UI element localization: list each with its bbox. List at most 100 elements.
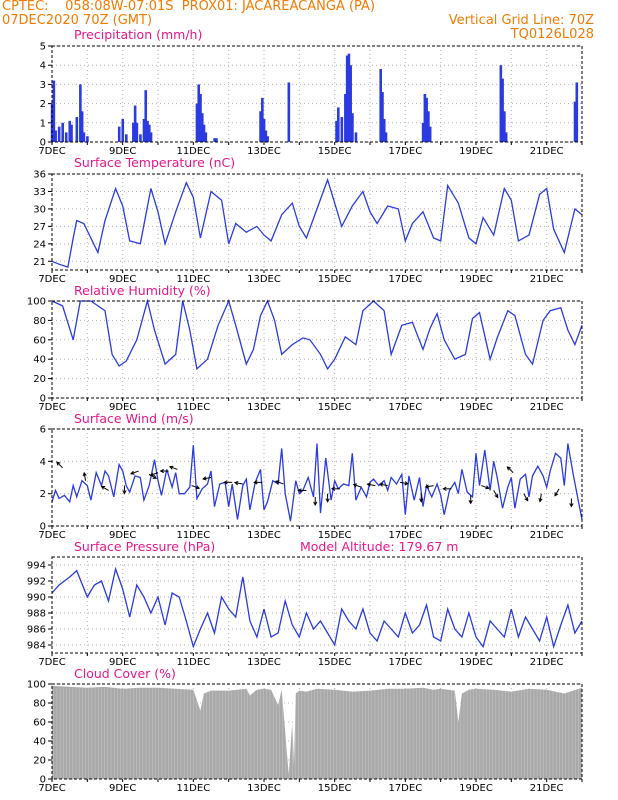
pressure-xtick-label: 13DEC (247, 657, 281, 668)
rh-title: Relative Humidity (%) (74, 283, 211, 298)
wind-arrow (367, 483, 376, 487)
temp-xtick-label: 7DEC (38, 274, 65, 285)
precip-bar (57, 126, 61, 142)
header-station: PROX01: JACAREACANGA (PA) (181, 0, 376, 14)
cloud-xtick-label: 7DEC (38, 783, 65, 794)
pressure-xtick-label: 11DEC (176, 657, 210, 668)
precip-ytick-label: 4 (40, 61, 46, 72)
precip-bar (146, 120, 149, 142)
precip-bar (64, 132, 68, 142)
temp-ytick-label: 30 (33, 204, 46, 215)
precip-bar (82, 132, 86, 142)
wind-arrow (203, 477, 212, 480)
precip-bar (287, 82, 291, 142)
pressure-xtick-label: 21DEC (530, 657, 564, 668)
wind-arrow-head (494, 493, 499, 499)
wind-arrow (507, 466, 514, 474)
precip-bar (125, 134, 128, 142)
temp-ytick-label: 27 (33, 222, 46, 233)
precip-bar (142, 118, 146, 142)
precip-bar (503, 111, 506, 142)
rh-ytick-label: 80 (33, 316, 46, 327)
precip-ytick-label: 1 (40, 118, 46, 129)
rh-xtick-label: 21DEC (530, 402, 564, 413)
rh-xtick-label: 17DEC (388, 402, 422, 413)
precip-bar (132, 122, 135, 142)
precip-bar (354, 132, 358, 142)
temp-xtick-label: 13DEC (247, 274, 281, 285)
precip-bar (133, 105, 137, 142)
header-code: TQ0126L028 (510, 27, 594, 42)
rh-frame (51, 300, 583, 399)
precip-bar (504, 132, 508, 142)
wind-arrow-head (352, 483, 358, 488)
pressure-series-line (51, 566, 583, 649)
precip-bar (575, 82, 579, 142)
rh-xtick-label: 19DEC (459, 402, 493, 413)
wind-arrow (130, 470, 139, 475)
precip-bar (382, 118, 386, 142)
temp-series-line (51, 177, 583, 268)
temp-title: Surface Temperature (nC) (74, 155, 236, 170)
wind-arrow-head (82, 471, 87, 477)
precip-bar (384, 132, 388, 142)
header-source: CPTEC: 058:08W-07:01S PROX01: JACAREACAN… (2, 0, 375, 14)
cloud-ytick-label: 60 (33, 718, 46, 729)
cloud-area (52, 685, 582, 779)
wind-xtick-label: 11DEC (176, 530, 210, 541)
precip-bar (70, 124, 73, 142)
cloud-xtick-label: 19DEC (459, 783, 493, 794)
wind-arrow-head (130, 470, 135, 475)
rh-xtick-label: 9DEC (109, 402, 136, 413)
rh-ytick-label: 20 (33, 374, 46, 385)
wind-arrow-head (538, 498, 543, 503)
wind-series-line (51, 443, 583, 522)
wind-arrow (493, 490, 499, 498)
wind-arrow-head (253, 480, 258, 485)
wind-arrow-head (56, 461, 61, 466)
wind-arrow-head (569, 503, 574, 508)
rh-xtick-label: 15DEC (318, 402, 352, 413)
precip-bar (215, 138, 218, 142)
wind-ytick-label: 2 (40, 489, 46, 500)
precip-bar (195, 103, 199, 142)
wind-arrow-head (297, 488, 302, 493)
wind-arrow-head (366, 482, 371, 487)
cloud-title: Cloud Cover (%) (74, 666, 176, 681)
temp-xtick-label: 21DEC (530, 274, 564, 285)
precip-bar (421, 122, 425, 142)
header-grid-line: Vertical Grid Line: 70Z (448, 13, 594, 28)
cloud-ytick-label: 100 (27, 680, 46, 691)
wind-arrow-head (419, 498, 424, 503)
wind-arrow (191, 485, 200, 489)
precip-bar (573, 101, 577, 142)
wind-arrow (83, 472, 87, 481)
wind-title: Surface Wind (m/s) (74, 411, 194, 426)
precip-bar (135, 122, 139, 142)
precip-bar (197, 84, 201, 142)
precip-bar (266, 136, 269, 142)
rh-ytick-label: 40 (33, 355, 46, 366)
header-coords: 058:08W-07:01S (65, 0, 174, 14)
precip-xtick-label: 15DEC (318, 146, 352, 157)
temp-xtick-label: 19DEC (459, 274, 493, 285)
precip-bar (337, 107, 340, 142)
precip-bar (427, 111, 430, 142)
precip-bar (335, 120, 338, 142)
rh-xtick-label: 7DEC (38, 402, 65, 413)
wind-arrow-head (313, 501, 318, 506)
cloud-ytick-label: 40 (33, 737, 46, 748)
temp-xtick-label: 9DEC (109, 274, 136, 285)
pressure-ytick-label: 988 (27, 609, 46, 620)
wind-ytick-label: 6 (40, 425, 46, 436)
precip-xtick-label: 19DEC (459, 146, 493, 157)
wind-arrow (56, 461, 63, 469)
precip-bar (52, 80, 56, 142)
cloud-ytick-label: 80 (33, 699, 46, 710)
wind-arrow-head (122, 490, 127, 495)
precip-xtick-label: 9DEC (109, 146, 136, 157)
precip-bar (117, 126, 121, 142)
wind-arrow (353, 483, 362, 488)
precip-bar (86, 136, 89, 142)
rh-ytick-label: 60 (33, 335, 46, 346)
